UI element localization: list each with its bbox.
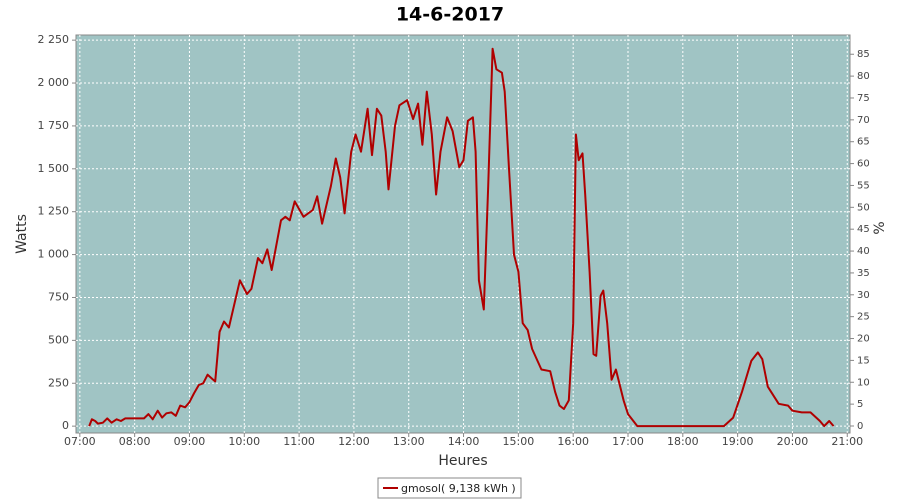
x-tick-label: 21:00 (831, 435, 863, 448)
y-tick-label: 1 250 (38, 205, 70, 218)
x-tick-label: 20:00 (777, 435, 809, 448)
y-tick-label: 0 (62, 419, 69, 432)
y2-tick-label: 20 (857, 334, 870, 345)
y2-axis-label: % (872, 221, 888, 234)
y-tick-label: 250 (48, 376, 69, 389)
y2-tick-label: 40 (857, 246, 870, 257)
y2-tick-label: 70 (857, 115, 870, 126)
x-tick-label: 11:00 (283, 435, 315, 448)
legend-label: gmosol( 9,138 kWh ) (401, 482, 516, 495)
y2-tick-label: 30 (857, 290, 870, 301)
series-line (88, 47, 835, 428)
y2-tick-label: 80 (857, 71, 870, 82)
y2-tick-label: 35 (857, 268, 870, 279)
y-tick-label: 750 (48, 290, 69, 303)
y-tick-label: 500 (48, 333, 69, 346)
y2-tick-label: 85 (857, 49, 870, 60)
x-tick-label: 07:00 (64, 435, 96, 448)
y2-tick-label: 75 (857, 93, 870, 104)
x-tick-label: 18:00 (667, 435, 699, 448)
y2-tick-label: 55 (857, 180, 870, 191)
y-tick-label: 2 250 (38, 33, 70, 46)
x-tick-label: 10:00 (228, 435, 260, 448)
y2-tick-label: 25 (857, 312, 870, 323)
x-tick-label: 15:00 (503, 435, 535, 448)
y2-tick-label: 65 (857, 137, 870, 148)
x-tick-label: 12:00 (338, 435, 370, 448)
y2-tick-label: 60 (857, 159, 870, 170)
y-tick-label: 1 000 (38, 248, 70, 261)
x-tick-label: 17:00 (612, 435, 644, 448)
y2-tick-label: 0 (857, 421, 863, 432)
x-tick-label: 16:00 (557, 435, 589, 448)
legend (377, 477, 522, 499)
y2-tick-label: 45 (857, 224, 870, 235)
y-axis-label: Watts (14, 214, 30, 254)
chart-title: 14-6-2017 (396, 4, 504, 26)
y-tick-label: 1 750 (38, 119, 70, 132)
plot-area (75, 34, 851, 434)
x-tick-label: 19:00 (722, 435, 754, 448)
y2-tick-label: 5 (857, 399, 863, 410)
x-tick-label: 08:00 (119, 435, 151, 448)
x-tick-label: 13:00 (393, 435, 425, 448)
x-tick-label: 14:00 (448, 435, 480, 448)
y-tick-label: 2 000 (38, 76, 70, 89)
y2-tick-label: 50 (857, 202, 870, 213)
y2-tick-label: 10 (857, 377, 870, 388)
x-tick-label: 09:00 (174, 435, 206, 448)
y2-tick-label: 15 (857, 355, 870, 366)
y-tick-label: 1 500 (38, 162, 70, 175)
x-axis-label: Heures (438, 453, 487, 469)
